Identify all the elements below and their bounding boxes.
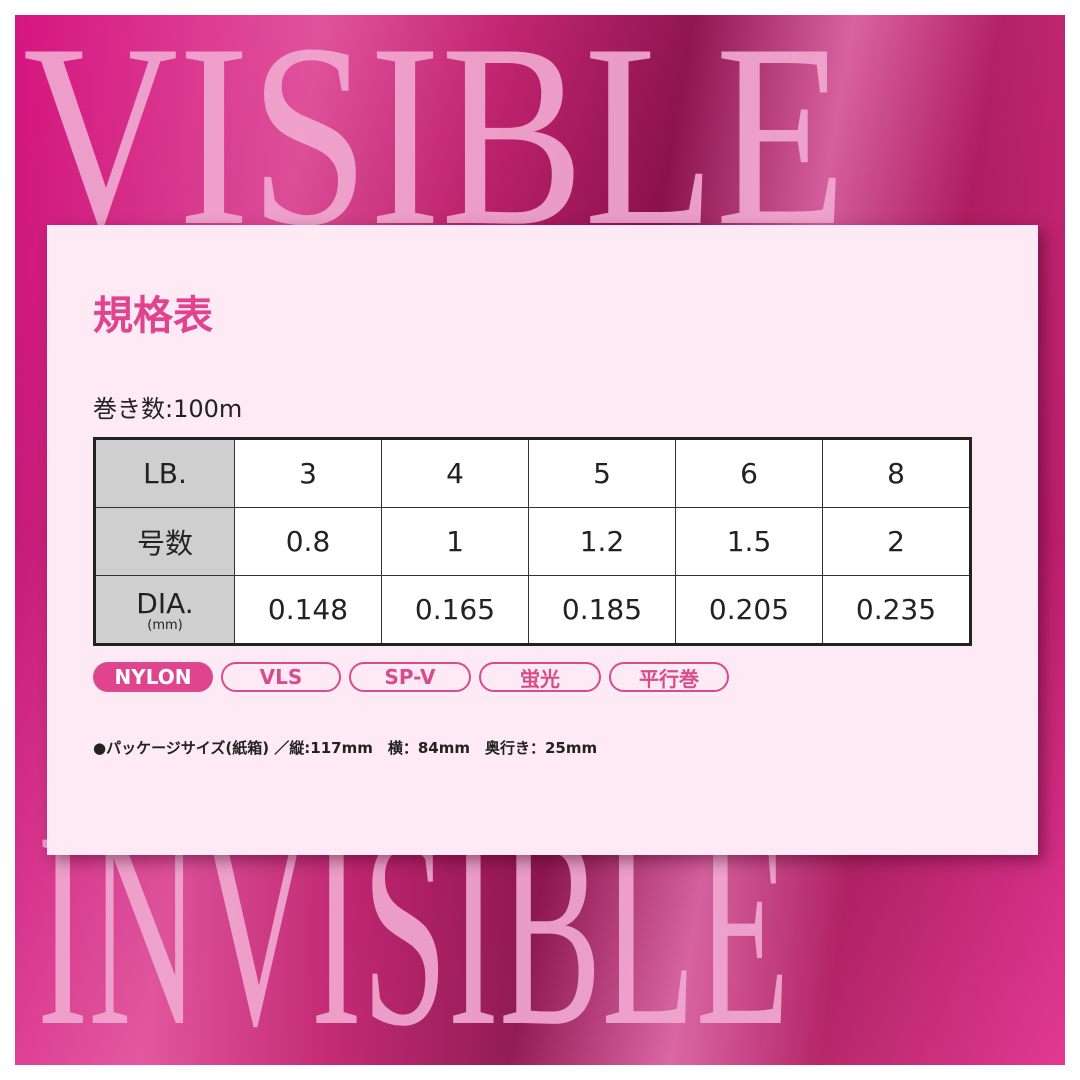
tag-2: SP-V: [349, 662, 471, 692]
table-cell: 0.235: [822, 575, 971, 645]
package-size: ●パッケージサイズ(紙箱) ／縦:117mm 横：84mm 奥行き：25mm: [93, 739, 598, 757]
row-header: DIA. (mm): [94, 575, 235, 645]
table-cell: 0.185: [528, 575, 676, 645]
tag-4: 平行巻: [609, 662, 729, 692]
row-header: LB.: [94, 438, 235, 508]
table-cell: 8: [822, 438, 971, 508]
tag-0: NYLON: [93, 662, 213, 692]
table-cell: 0.8: [234, 507, 382, 576]
spec-card: 規格表 巻き数:100m LB. 3 4 5 6 8 号数 0.8 1 1.2 1.5 2 DIA. (m…: [47, 225, 1038, 855]
table-cell: 6: [675, 438, 823, 508]
table-row: DIA. (mm) 0.148 0.165 0.185 0.205 0.235: [94, 575, 971, 645]
row-header-label: LB.: [143, 457, 187, 490]
spec-title: 規格表: [93, 293, 213, 339]
table-cell: 5: [528, 438, 676, 508]
row-header-label: 号数: [136, 526, 193, 560]
winding-length: 巻き数:100m: [93, 395, 243, 423]
table-cell: 0.148: [234, 575, 382, 645]
table-cell: 1.5: [675, 507, 823, 576]
table-cell: 0.165: [381, 575, 529, 645]
table-row: LB. 3 4 5 6 8: [94, 438, 971, 508]
feature-tags: NYLON VLS SP-V 蛍光 平行巻: [93, 662, 729, 692]
table-cell: 3: [234, 438, 382, 508]
table-row: 号数 0.8 1 1.2 1.5 2: [94, 507, 971, 576]
row-header-label: DIA.: [136, 587, 194, 620]
table-cell: 2: [822, 507, 971, 576]
table-cell: 1: [381, 507, 529, 576]
spec-table: LB. 3 4 5 6 8 号数 0.8 1 1.2 1.5 2 DIA. (mm) 0.148 0.165 0…: [93, 437, 972, 646]
table-cell: 1.2: [528, 507, 676, 576]
tag-1: VLS: [221, 662, 341, 692]
row-header: 号数: [94, 507, 235, 576]
row-header-unit: (mm): [147, 618, 183, 633]
table-cell: 0.205: [675, 575, 823, 645]
table-cell: 4: [381, 438, 529, 508]
tag-3: 蛍光: [479, 662, 601, 692]
